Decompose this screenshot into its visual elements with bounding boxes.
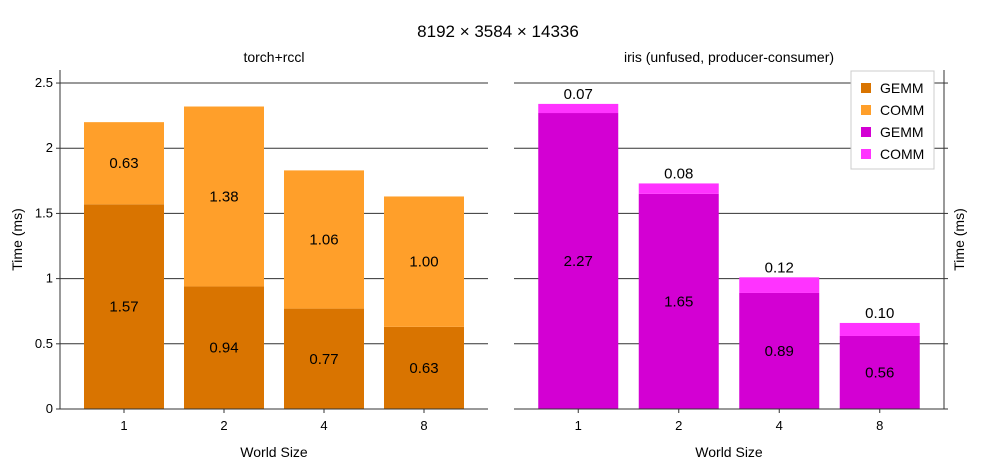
legend-label: GEMM: [880, 80, 924, 96]
bar-gemm-8: [839, 335, 920, 409]
panel-1: torch+rccl 1.57 0.63 1 0.94 1.38 2 0.77 1.06 4 0.6…: [9, 49, 488, 460]
y-tick-label: 2: [46, 140, 53, 155]
x-tick-label: 8: [876, 418, 883, 433]
panel-2: iris (unfused, producer-consumer) 2.27 0.0…: [514, 49, 967, 460]
legend-swatch: [861, 127, 871, 137]
legend-swatch: [861, 105, 871, 115]
bar-comm-4: [739, 277, 820, 293]
bar-label: 0.77: [309, 351, 338, 368]
bar-label: 0.56: [865, 364, 894, 381]
x-axis-label: World Size: [240, 444, 308, 460]
bar-comm-4: [284, 170, 364, 309]
bar-label: 0.07: [564, 86, 593, 103]
bar-label: 0.63: [409, 360, 438, 377]
bar-comm-2: [184, 106, 264, 287]
bar-label: 0.63: [109, 155, 138, 172]
x-tick-label: 4: [776, 418, 783, 433]
bar-label: 1.38: [209, 188, 238, 205]
legend-label: COMM: [880, 102, 924, 118]
panel-subtitle: iris (unfused, producer-consumer): [624, 49, 834, 65]
x-tick-label: 4: [320, 418, 327, 433]
bar-gemm-4: [739, 292, 820, 409]
y-tick-label: 2.5: [35, 75, 53, 90]
panel-subtitle: torch+rccl: [243, 49, 304, 65]
legend-label: COMM: [880, 146, 924, 162]
x-tick-label: 1: [575, 418, 582, 433]
bar-gemm-1: [538, 113, 619, 410]
y-tick-label: 0.5: [35, 336, 53, 351]
x-tick-label: 2: [675, 418, 682, 433]
x-tick-label: 1: [120, 418, 127, 433]
bar-comm-1: [84, 122, 164, 205]
bar-gemm-8: [384, 326, 464, 409]
y-tick-label: 0: [46, 401, 53, 416]
y-axis-label: Time (ms): [9, 208, 25, 270]
bar-label: 1.65: [664, 293, 693, 310]
bar-label: 1.00: [409, 254, 438, 271]
bar-gemm-2: [184, 286, 264, 409]
legend-label: GEMM: [880, 124, 924, 140]
legend: GEMM COMM GEMM COMM: [850, 70, 935, 170]
bar-label: 0.08: [664, 165, 693, 182]
bar-gemm-2: [638, 193, 719, 409]
bar-comm-1: [538, 103, 619, 114]
y-tick-label: 1: [46, 271, 53, 286]
bar-label: 0.89: [765, 343, 794, 360]
x-axis-label: World Size: [695, 444, 763, 460]
bar-label: 0.94: [209, 340, 238, 357]
legend-swatch: [861, 149, 871, 159]
bar-comm-2: [638, 183, 719, 194]
y-tick-label: 1.5: [35, 205, 53, 220]
bar-comm-8: [384, 196, 464, 327]
bar-comm-8: [839, 322, 920, 336]
chart-title: 8192 × 3584 × 14336: [417, 22, 579, 41]
bar-label: 0.12: [765, 259, 794, 276]
bar-label: 2.27: [564, 253, 593, 270]
bar-gemm-1: [84, 204, 164, 409]
panels: torch+rccl 1.57 0.63 1 0.94 1.38 2 0.77 1.06 4 0.6…: [9, 49, 967, 460]
legend-swatch: [861, 83, 871, 93]
y-axis-label-right: Time (ms): [951, 208, 967, 270]
bar-label: 0.10: [865, 305, 894, 322]
bar-gemm-4: [284, 308, 364, 409]
bar-label: 1.06: [309, 232, 338, 249]
bar-label: 1.57: [109, 299, 138, 316]
x-tick-label: 8: [420, 418, 427, 433]
x-tick-label: 2: [220, 418, 227, 433]
